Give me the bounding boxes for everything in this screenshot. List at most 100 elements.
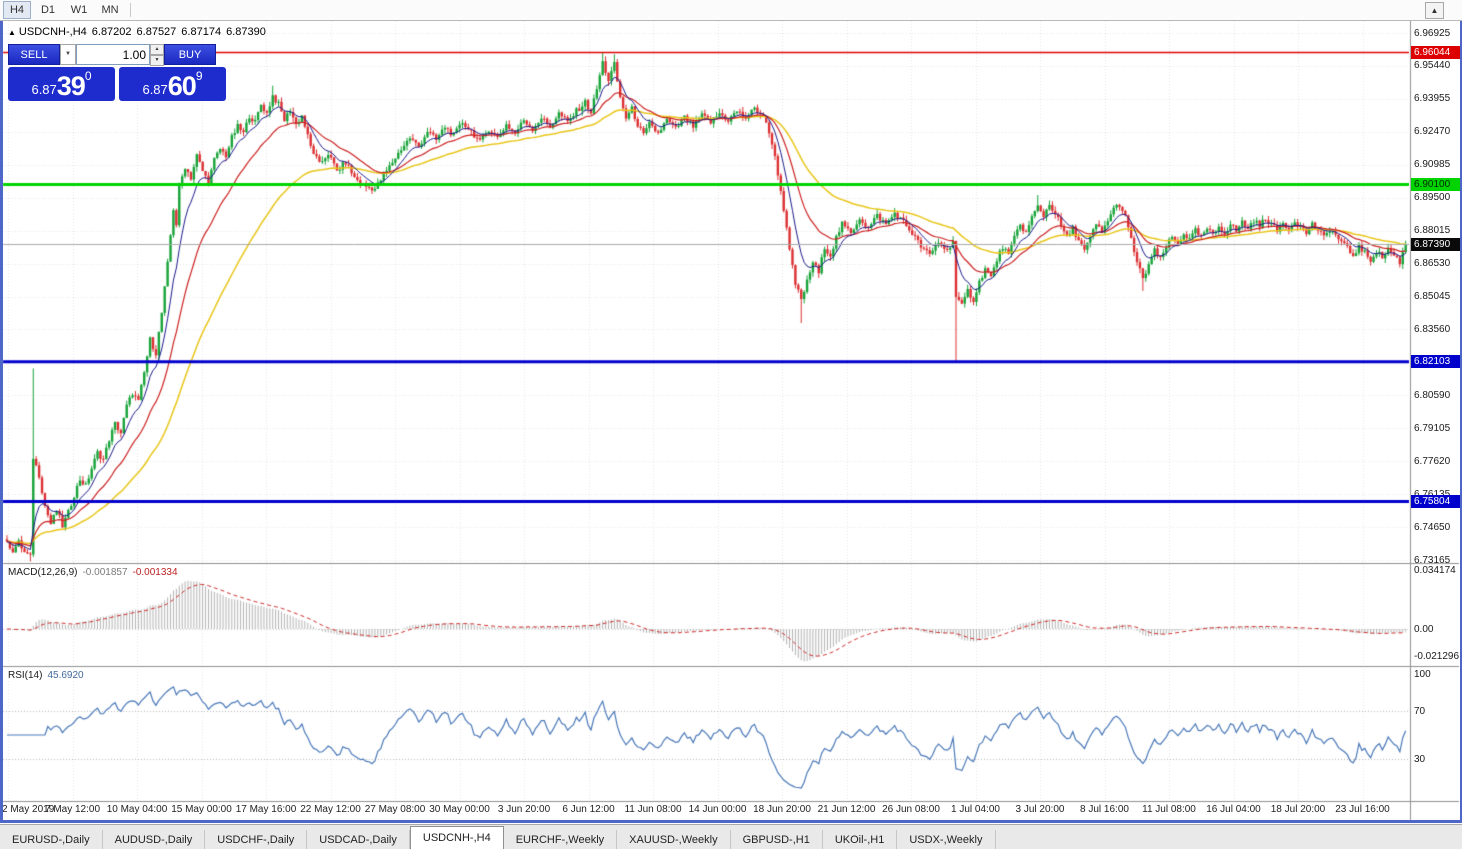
macd-axis-label: 0.034174	[1414, 564, 1456, 576]
buy-price-sup: 9	[195, 69, 203, 83]
tab-gbpusd-h1[interactable]: GBPUSD-,H1	[731, 830, 823, 849]
buy-price-display[interactable]: 6.87 60 9	[119, 67, 226, 101]
tab-usdchf-daily[interactable]: USDCHF-,Daily	[205, 830, 308, 849]
window-border-bottom	[0, 820, 1462, 823]
time-axis-label: 15 May 00:00	[171, 804, 232, 815]
macd-axis-label: 0.00	[1414, 623, 1434, 635]
rsi-axis-label: 70	[1414, 705, 1426, 717]
timeframe-w1[interactable]: W1	[70, 4, 88, 16]
price-axis-label: 6.92470	[1414, 126, 1451, 138]
time-axis-label: 1 Jul 04:00	[951, 804, 1000, 815]
price-axis-label: 6.80590	[1414, 389, 1451, 401]
volume-dropdown-icon[interactable]: ▼	[60, 44, 76, 65]
time-axis-label: 14 Jun 00:00	[688, 804, 747, 815]
tab-ukoil-h1[interactable]: UKOil-,H1	[823, 830, 898, 849]
macd-axis-label: -0.021296	[1414, 650, 1460, 662]
volume-down-icon[interactable]: ▼	[150, 55, 164, 66]
tab-eurusd-daily[interactable]: EURUSD-,Daily	[0, 830, 103, 849]
tab-usdcad-daily[interactable]: USDCAD-,Daily	[307, 830, 410, 849]
time-axis-label: 26 Jun 08:00	[882, 804, 940, 815]
symbol-ohlc-header: ▲ USDCNH-,H4 6.87202 6.87527 6.87174 6.87390	[8, 26, 271, 38]
rsi-name: RSI(14)	[8, 670, 43, 681]
macd-value-1: -0.001857	[82, 567, 128, 578]
price-axis-label: 6.88015	[1414, 225, 1451, 237]
level-price-tag: 6.90100	[1411, 177, 1462, 191]
time-axis-label: 30 May 00:00	[429, 804, 490, 815]
open-value: 6.87202	[91, 26, 132, 38]
macd-value-2: -0.001334	[132, 567, 178, 578]
price-axis-label: 6.77620	[1414, 455, 1451, 467]
tab-eurchf-weekly[interactable]: EURCHF-,Weekly	[504, 830, 618, 849]
buy-button[interactable]: BUY	[164, 44, 216, 65]
close-value: 6.87390	[226, 26, 266, 38]
price-axis-label: 6.89500	[1414, 192, 1451, 204]
timeframe-h4[interactable]: H4	[3, 1, 31, 19]
time-axis-label: 21 Jun 12:00	[817, 804, 876, 815]
price-axis-label: 6.76135	[1414, 489, 1450, 500]
price-axis-label: 6.96925	[1414, 27, 1451, 39]
price-axis-label: 6.83560	[1414, 323, 1451, 335]
time-axis-label: 6 Jun 12:00	[562, 804, 615, 815]
sell-price-display[interactable]: 6.87 39 0	[8, 67, 115, 101]
price-axis-label: 6.95440	[1414, 60, 1451, 72]
timeframe-toolbar: H4 D1 W1 MN ▲	[0, 0, 1462, 21]
volume-stepper: ▲ ▼	[150, 44, 164, 66]
time-axis-label: 23 Jul 16:00	[1335, 804, 1390, 815]
macd-header: MACD(12,26,9) -0.001857 -0.001334	[8, 567, 178, 578]
time-axis-label: 8 Jul 16:00	[1080, 804, 1129, 815]
tab-usdx-weekly[interactable]: USDX-,Weekly	[897, 830, 996, 849]
price-axis-label: 6.74650	[1414, 521, 1451, 533]
volume-up-icon[interactable]: ▲	[150, 44, 164, 55]
price-axis-label: 6.86530	[1414, 258, 1451, 270]
sell-price-sup: 0	[84, 69, 92, 83]
time-axis-label: 27 May 08:00	[364, 804, 426, 815]
price-axis-label: 6.90985	[1414, 159, 1451, 171]
scroll-to-end-button[interactable]: ▲	[1425, 2, 1444, 19]
time-axis-label: 10 May 04:00	[106, 804, 168, 815]
time-axis-label: 18 Jun 20:00	[753, 804, 811, 815]
level-price-tag: 6.82103	[1411, 355, 1462, 369]
collapse-arrow-icon[interactable]: ▲	[8, 28, 16, 37]
buy-price-prefix: 6.87	[142, 82, 168, 97]
timeframe-d1[interactable]: D1	[40, 4, 56, 16]
level-price-tag: 6.75804	[1411, 494, 1462, 508]
rsi-value: 45.6920	[47, 670, 84, 681]
macd-name: MACD(12,26,9)	[8, 567, 78, 578]
time-axis-label: 3 Jul 20:00	[1015, 804, 1065, 815]
time-axis-label: 11 Jul 08:00	[1142, 804, 1196, 815]
price-axis-label: 6.73165	[1414, 554, 1451, 566]
tab-xauusd-weekly[interactable]: XAUUSD-,Weekly	[617, 830, 731, 849]
price-axis-label: 6.93955	[1414, 93, 1451, 105]
price-axis-label: 6.79105	[1414, 422, 1451, 434]
tab-usdcnh-h4[interactable]: USDCNH-,H4	[409, 826, 504, 849]
time-axis-label: 7 May 12:00	[44, 804, 101, 815]
time-axis-label: 22 May 12:00	[300, 804, 361, 815]
time-axis-label: 18 Jul 20:00	[1270, 804, 1326, 815]
level-price-tag: 6.96044	[1411, 46, 1462, 60]
tab-audusd-daily[interactable]: AUDUSD-,Daily	[103, 830, 206, 849]
time-axis-label: 16 Jul 04:00	[1206, 804, 1261, 815]
sell-price-main: 39	[56, 71, 86, 101]
time-axis-label: 11 Jun 08:00	[624, 804, 682, 815]
timeframe-mn[interactable]: MN	[101, 4, 119, 16]
window-border-right	[1460, 20, 1462, 823]
toolbar-separator	[130, 3, 131, 17]
rsi-header: RSI(14) 45.6920	[8, 670, 84, 681]
time-axis-label: 3 Jun 20:00	[497, 804, 551, 815]
low-value: 6.87174	[181, 26, 222, 38]
buy-price-main: 60	[167, 71, 197, 101]
high-value: 6.87527	[136, 26, 177, 38]
volume-input[interactable]	[77, 45, 149, 64]
price-axis-label: 6.85045	[1414, 291, 1451, 302]
symbol-name: USDCNH-,H4	[18, 26, 87, 38]
time-axis-label: 2 May 2019	[2, 804, 55, 815]
timeframe-buttons: H4 D1 W1 MN	[0, 1, 124, 19]
chart-tab-bar: EURUSD-,Daily AUDUSD-,Daily USDCHF-,Daily U…	[0, 824, 1462, 849]
rsi-axis-label: 100	[1414, 668, 1431, 680]
sell-button[interactable]: SELL	[8, 44, 60, 65]
current-price-tag: 6.87390	[1411, 237, 1462, 251]
sell-price-prefix: 6.87	[31, 82, 57, 97]
